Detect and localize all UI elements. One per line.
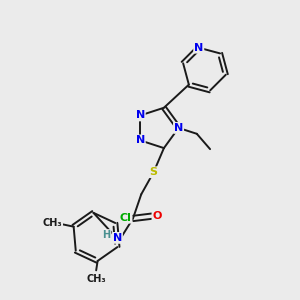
Text: CH₃: CH₃ [86,274,106,284]
Text: H: H [102,230,111,240]
Text: N: N [113,233,122,243]
Text: S: S [150,167,158,177]
Text: N: N [136,135,145,146]
Text: N: N [194,43,203,53]
Text: O: O [152,211,162,220]
Text: Cl: Cl [120,213,131,223]
Text: CH₃: CH₃ [43,218,62,228]
Text: N: N [174,123,183,133]
Text: N: N [136,110,145,121]
